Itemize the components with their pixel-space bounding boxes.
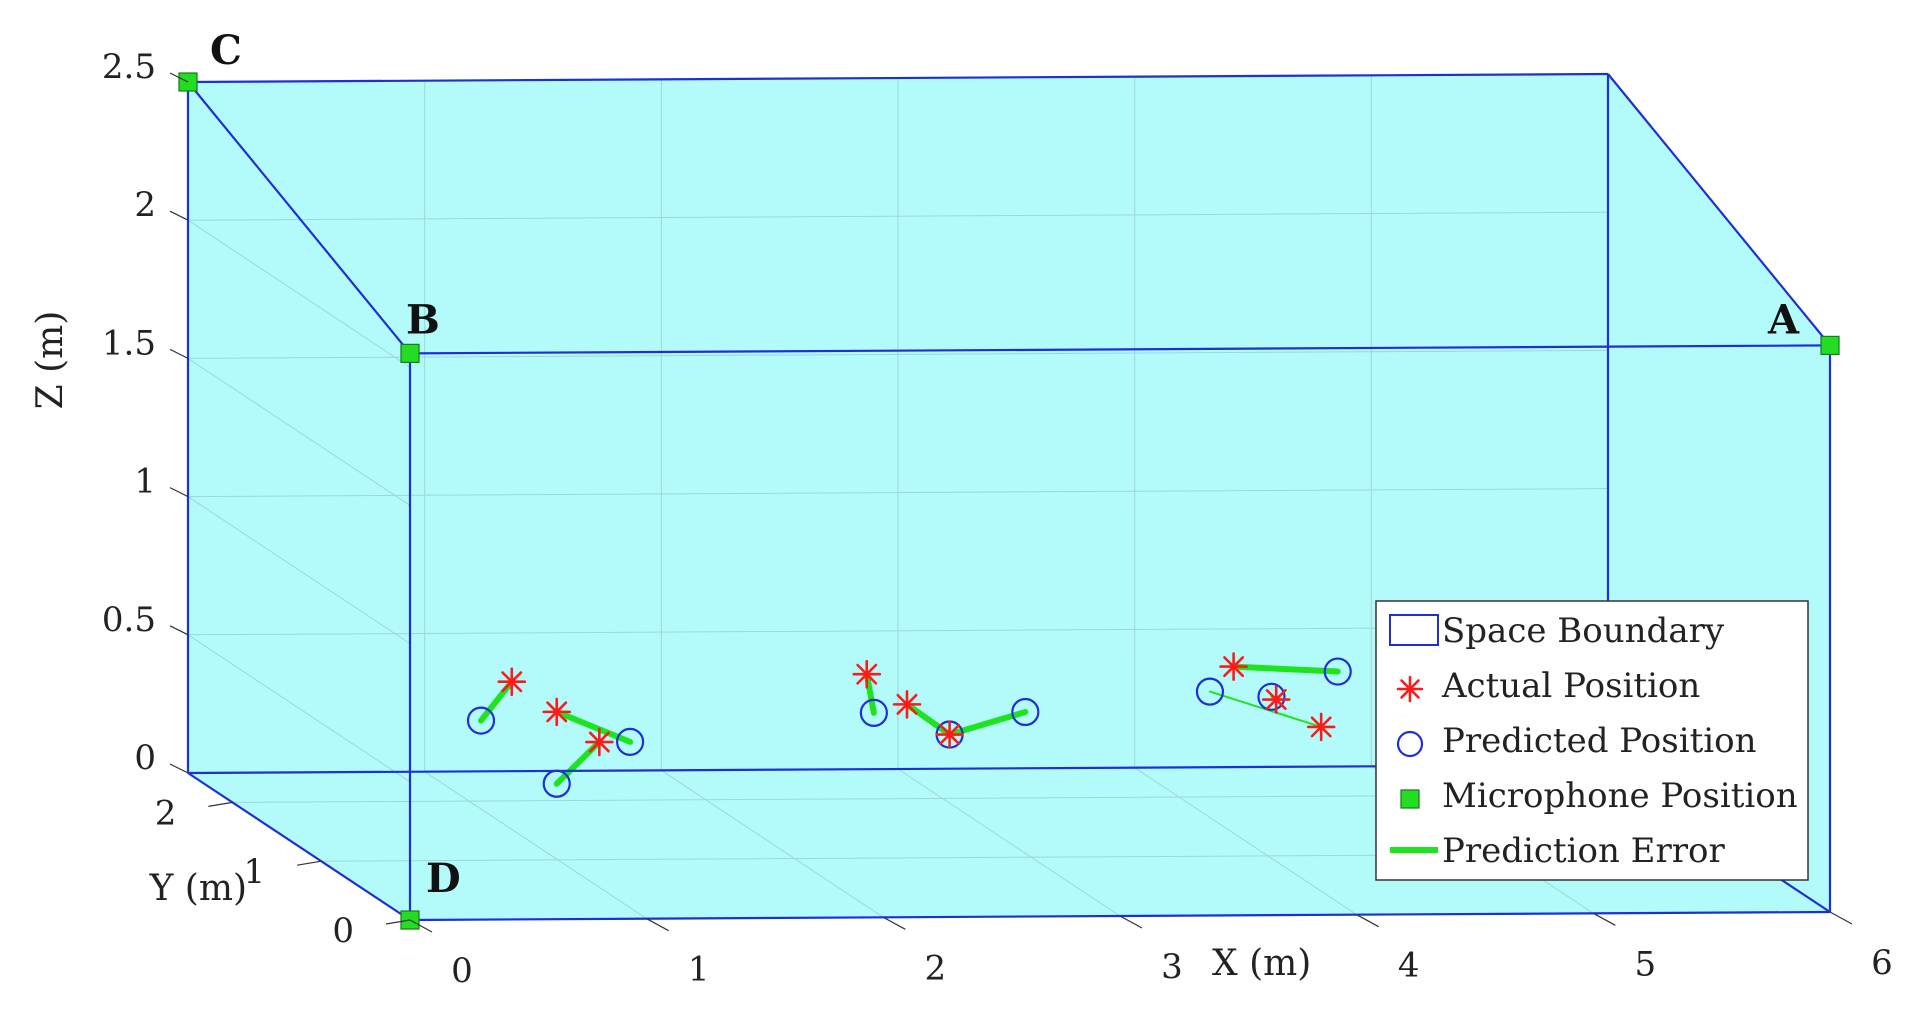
predicted-position-marker [1257,682,1286,711]
space-boundary-edge [187,72,1609,84]
microphone-markers [178,72,1840,930]
space-boundary-edge [1607,73,1831,347]
x-axis-label: X (m) [1212,943,1311,984]
z-tick-label: 2 [134,185,156,225]
legend-item-predicted: Predicted Position [1396,721,1756,761]
space-boundary-edge [187,81,411,355]
x-tick-label: 3 [1161,947,1183,987]
microphone-label: D [426,855,461,902]
predicted-position-marker [466,706,496,735]
grid-line [661,769,884,918]
legend-label: Predicted Position [1442,721,1756,761]
y-tick-mark [385,919,411,925]
actual-position-marker [497,667,527,697]
x-tick-mark [1356,914,1379,928]
actual-position-marker [852,659,882,689]
y-tick-mark [297,860,322,866]
space-boundary-edge [187,763,1609,775]
legend-label: Microphone Position [1442,776,1798,816]
legend-item-error: Prediction Error [1390,831,1725,871]
legend: Space Boundary Actual Position Predicted P… [1375,600,1809,881]
legend-swatch-mic [1400,789,1420,809]
microphone-marker [400,343,420,363]
z-tick-mark [169,348,189,359]
grid-line [424,771,647,920]
legend-item-mic: Microphone Position [1400,776,1798,816]
x-tick-mark [883,916,906,930]
legend-item-actual: Actual Position [1396,666,1700,706]
actual-position-marker [935,720,964,749]
grid-line [187,488,1609,498]
grid-line [1134,767,1357,916]
legend-swatch-boundary [1389,614,1439,646]
predicted-position-marker [859,698,888,727]
space-boundary-edge [187,772,411,921]
y-axis-label: Y (m) [149,868,247,909]
prediction-error-line [1230,663,1341,675]
actual-position-marker [542,697,572,727]
grid-line [187,219,411,368]
actual-position-marker [585,727,614,757]
y-tick-label: 0 [332,911,354,951]
predicted-position-marker [1011,697,1040,727]
y-tick-mark [208,801,233,807]
actual-position-marker [1306,712,1336,742]
z-axis-label: Z (m) [30,311,71,410]
actual-position-marker [1261,685,1291,714]
grid-line [897,768,1121,917]
microphone-labels: A B C D [210,27,1800,902]
predicted-position-marker [1195,677,1225,706]
x-tick-label: 0 [451,951,473,991]
x-tick-label: 4 [1398,946,1420,986]
y-tick-label: 1 [244,852,266,892]
z-tick-label: 0 [134,738,156,778]
grid-line [187,349,1609,359]
actual-position-marker [892,690,922,719]
z-tick-label: 1 [134,462,156,502]
z-tick-mark [169,487,189,498]
grid-line [187,211,1609,221]
grid-line [187,357,411,506]
prediction-error-line [904,701,953,738]
x-tick-mark [646,918,669,932]
legend-swatch-predicted [1396,730,1424,758]
actual-position-marker [1219,652,1248,681]
legend-label: Space Boundary [1442,611,1725,651]
z-tick-mark [169,72,189,83]
legend-item-boundary: Space Boundary [1389,611,1725,651]
x-tick-label: 1 [688,950,710,990]
grid-line [187,626,1609,636]
x-tick-mark [1119,915,1143,929]
legend-label: Actual Position [1441,666,1700,706]
microphone-marker [1820,335,1840,355]
x-tick-mark [1829,911,1853,925]
z-tick-mark [169,763,189,774]
z-tick-label: 1.5 [102,323,156,363]
x-tick-mark [409,919,433,933]
grid-line [187,634,411,783]
z-tick-mark [169,625,189,636]
x-tick-label: 5 [1635,944,1657,984]
z-tick-mark [169,210,189,221]
x-tick-mark [1593,912,1616,926]
legend-box [1375,600,1809,881]
microphone-label: A [1767,296,1800,343]
x-tick-label: 6 [1871,943,1893,983]
x-tick-label: 2 [925,948,947,988]
axis-ticks: 0 0.5 1 1.5 2 2.5 0 1 2 3 4 5 6 0 1 2 [102,47,1893,991]
legend-label: Prediction Error [1442,831,1725,871]
z-tick-label: 0.5 [102,600,156,640]
y-tick-label: 2 [155,793,177,833]
space-boundary-edge [409,344,1831,355]
predicted-position-marker [1323,657,1352,686]
grid-line [187,496,411,645]
legend-swatch-actual [1396,675,1424,703]
z-tick-label: 2.5 [102,47,156,87]
microphone-label: C [210,27,242,74]
predicted-position-marker [615,727,645,756]
microphone-label: B [406,296,440,343]
actual-markers [497,652,1336,757]
